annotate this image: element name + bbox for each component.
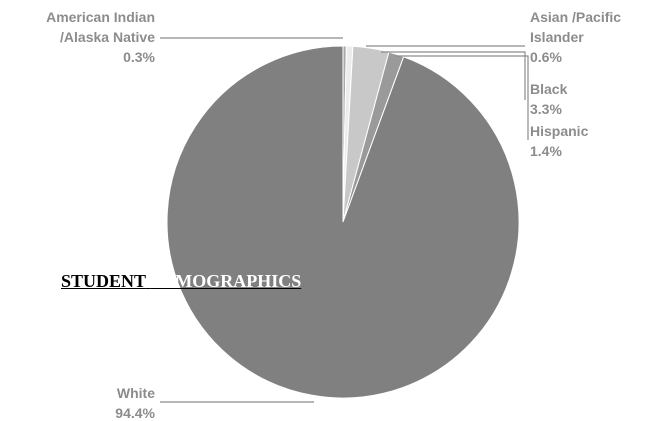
slice-white <box>166 45 520 399</box>
leader-lines <box>160 37 529 403</box>
chart-title: STUDENT DEMOGRAPHICS <box>61 271 301 292</box>
slice-value-asian-pacific-islander: 0.6% <box>530 49 562 65</box>
title-part-demographics: DEMOGRAPHICS <box>150 271 302 291</box>
slice-value-black: 3.3% <box>530 101 562 117</box>
leader-line-hispanic <box>395 55 529 140</box>
slice-label-asian-pacific-islander: Asian /Pacific <box>530 9 621 25</box>
slice-labels: White 94.4% American Indian/Alaska Native 0… <box>46 9 621 421</box>
slice-label-hispanic: Hispanic <box>530 123 589 139</box>
slice-value-american-indian-alaska-native: 0.3% <box>123 49 155 65</box>
pie-slices <box>166 45 520 399</box>
slice-value-white: 94.4% <box>115 405 155 421</box>
slice-label-asian-pacific-islander: Islander <box>530 29 584 45</box>
slice-label-american-indian-alaska-native: /Alaska Native <box>60 29 155 45</box>
title-part-student: STUDENT <box>61 271 146 291</box>
leader-line-black <box>381 51 526 100</box>
slice-label-black: Black <box>530 81 568 97</box>
slice-label-american-indian-alaska-native: American Indian <box>46 9 155 25</box>
slice-value-hispanic: 1.4% <box>530 143 562 159</box>
slice-label-white: White <box>117 385 155 401</box>
